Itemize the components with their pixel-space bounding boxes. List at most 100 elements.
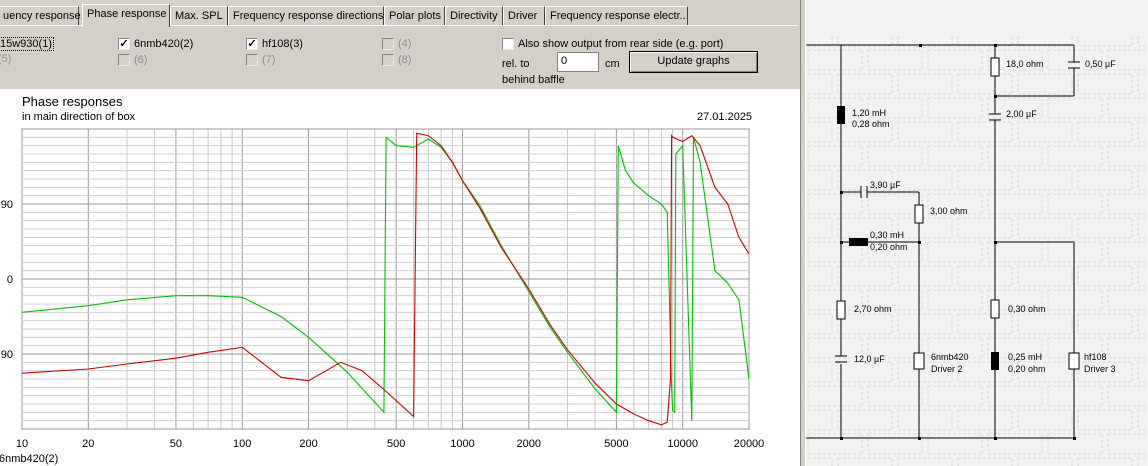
chart-title: Phase responses (22, 94, 123, 109)
x-tick-label: 50 (170, 438, 182, 450)
component-labels: 1,20 mH 0,28 ohm 3,90 µF 3,00 ohm 0,30 m… (852, 59, 1116, 374)
driver-7-label: (7) (262, 54, 276, 66)
driver-2-label: 6nmb420(2) (134, 38, 194, 50)
x-tick-label: 200 (299, 438, 317, 450)
x-tick-label: 20000 (734, 438, 765, 450)
capacitor-4-icon (989, 113, 1001, 121)
driver-6-checkbox: (6) (118, 54, 147, 66)
tab-frequency-response-electrical[interactable]: Frequency response electr.. (545, 6, 688, 26)
driver-6-label: (6) (134, 54, 148, 66)
capacitor-1-icon (860, 186, 868, 198)
comp-4-sub: 0,20 ohm (870, 242, 908, 252)
driver-8-checkbox: (8) (382, 54, 411, 66)
rear-side-checkbox[interactable]: Also show output from rear side (e.g. po… (502, 38, 723, 50)
background-grid (806, 35, 1148, 466)
offset-input[interactable]: 0 (557, 52, 599, 72)
driver-2-checkbox[interactable]: ✓ 6nmb420(2) (118, 38, 193, 50)
comp-8-label: 18,0 ohm (1006, 59, 1044, 69)
driver-3-checkbox[interactable]: ✓ hf108(3) (246, 38, 303, 50)
rear-side-box (502, 38, 514, 50)
y-tick-label: 0 (7, 274, 13, 286)
comp-11-label: 0,30 ohm (1008, 304, 1046, 314)
driver-4-checkbox: (4) (382, 38, 411, 50)
resistor-4-icon (990, 299, 1000, 319)
tab-frequency-response-directions[interactable]: Frequency response directions (228, 6, 384, 26)
comp-2-label: 3,90 µF (870, 180, 901, 190)
x-tick-label: 20 (82, 438, 94, 450)
comp-1-label: 1,20 mH (852, 108, 886, 118)
driver-3-speaker-icon (1068, 352, 1080, 370)
x-tick-label: 1000 (450, 438, 474, 450)
tab-polar-plots[interactable]: Polar plots (384, 6, 445, 26)
capacitor-2-icon (835, 355, 847, 363)
driver-8-label: (8) (398, 54, 412, 66)
rear-side-label: Also show output from rear side (e.g. po… (518, 38, 724, 50)
phase-chart-area: Phase responses in main direction of box… (0, 89, 800, 466)
behind-baffle-label: behind baffle (502, 74, 565, 86)
rel-to-label: rel. to (502, 58, 530, 70)
component-symbols (835, 57, 1080, 370)
driver-5-checkbox: (5) (0, 53, 11, 65)
y-tick-label: 90 (1, 349, 13, 361)
series-line-2 (22, 132, 749, 426)
update-graphs-button[interactable]: Update graphs (629, 51, 758, 73)
comp-1-sub: 0,28 ohm (852, 119, 890, 129)
comp-7-label: 6nmb420 (931, 352, 969, 362)
resistor-2-icon (836, 300, 846, 320)
driver-3-label: hf108(3) (262, 38, 303, 50)
x-tick-label: 100 (233, 438, 251, 450)
options-panel: 15w930(1) (5) ✓ 6nmb420(2) (6) ✓ hf108(3… (0, 25, 798, 87)
x-tick-label: 10000 (667, 438, 698, 450)
tab-driver[interactable]: Driver (503, 6, 545, 26)
tab-frequency-response[interactable]: uency response. (0, 6, 84, 26)
left-pane: uency response. Phase response Max. SPL … (0, 4, 800, 466)
comp-13-label: hf108 (1084, 352, 1107, 362)
comp-13-sub: Driver 3 (1084, 364, 1116, 374)
driver-4-label: (4) (398, 38, 412, 50)
x-tick-label: 5000 (604, 438, 628, 450)
tab-max-spl[interactable]: Max. SPL (170, 6, 228, 26)
comp-5-label: 2,70 ohm (854, 304, 892, 314)
tab-bar: uency response. Phase response Max. SPL … (0, 4, 800, 27)
wires (806, 44, 1075, 439)
circuit-diagram: 1,20 mH 0,28 ohm 3,90 µF 3,00 ohm 0,30 m… (806, 0, 1148, 466)
chart-subtitle: in main direction of box (22, 111, 136, 123)
series-line-1 (22, 136, 749, 421)
driver-1-label: 15w930(1) (0, 37, 54, 51)
driver-4-box (382, 38, 394, 50)
chart-date: 27.01.2025 (697, 111, 753, 123)
resistor-3-icon (990, 57, 1000, 77)
driver-7-box (246, 54, 258, 66)
driver-1-checkbox[interactable]: 15w930(1) (0, 37, 54, 51)
driver-2-speaker-icon (913, 352, 925, 370)
driver-6-box (118, 54, 130, 66)
junction-dots (840, 44, 1076, 440)
driver-5-label: (5) (0, 53, 12, 65)
comp-9-label: 0,50 µF (1085, 59, 1116, 69)
chart-footer-label: 6nmb420(2) (0, 453, 59, 465)
y-tick-label: 90 (1, 199, 13, 211)
comp-4-label: 0,30 mH (870, 230, 904, 240)
crossover-schematic: 1,20 mH 0,28 ohm 3,90 µF 3,00 ohm 0,30 m… (806, 0, 1148, 466)
driver-2-check-icon: ✓ (118, 38, 130, 50)
comp-12-label: 0,25 mH (1008, 352, 1042, 362)
tab-phase-response[interactable]: Phase response (82, 4, 170, 27)
comp-3-label: 3,00 ohm (930, 206, 968, 216)
capacitor-3-icon (1068, 61, 1080, 69)
driver-7-checkbox: (7) (246, 54, 275, 66)
driver-8-box (382, 54, 394, 66)
comp-10-label: 2,00 µF (1006, 109, 1037, 119)
phase-chart: 10 20 50 100 200 500 1000 2000 5000 10000 20000 90 0… (1, 128, 765, 450)
driver-3-check-icon: ✓ (246, 38, 258, 50)
x-tick-label: 500 (387, 438, 405, 450)
comp-6-label: 12,0 µF (854, 354, 885, 364)
x-tick-label: 2000 (517, 438, 541, 450)
inductor-1-icon (837, 106, 845, 124)
inductor-2-icon (849, 238, 868, 246)
tab-directivity[interactable]: Directivity (445, 6, 503, 26)
x-tick-label: 10 (16, 438, 28, 450)
comp-12-sub: 0,20 ohm (1008, 364, 1046, 374)
resistor-1-icon (914, 204, 924, 224)
inductor-3-icon (991, 352, 999, 370)
splitter[interactable] (800, 0, 806, 466)
